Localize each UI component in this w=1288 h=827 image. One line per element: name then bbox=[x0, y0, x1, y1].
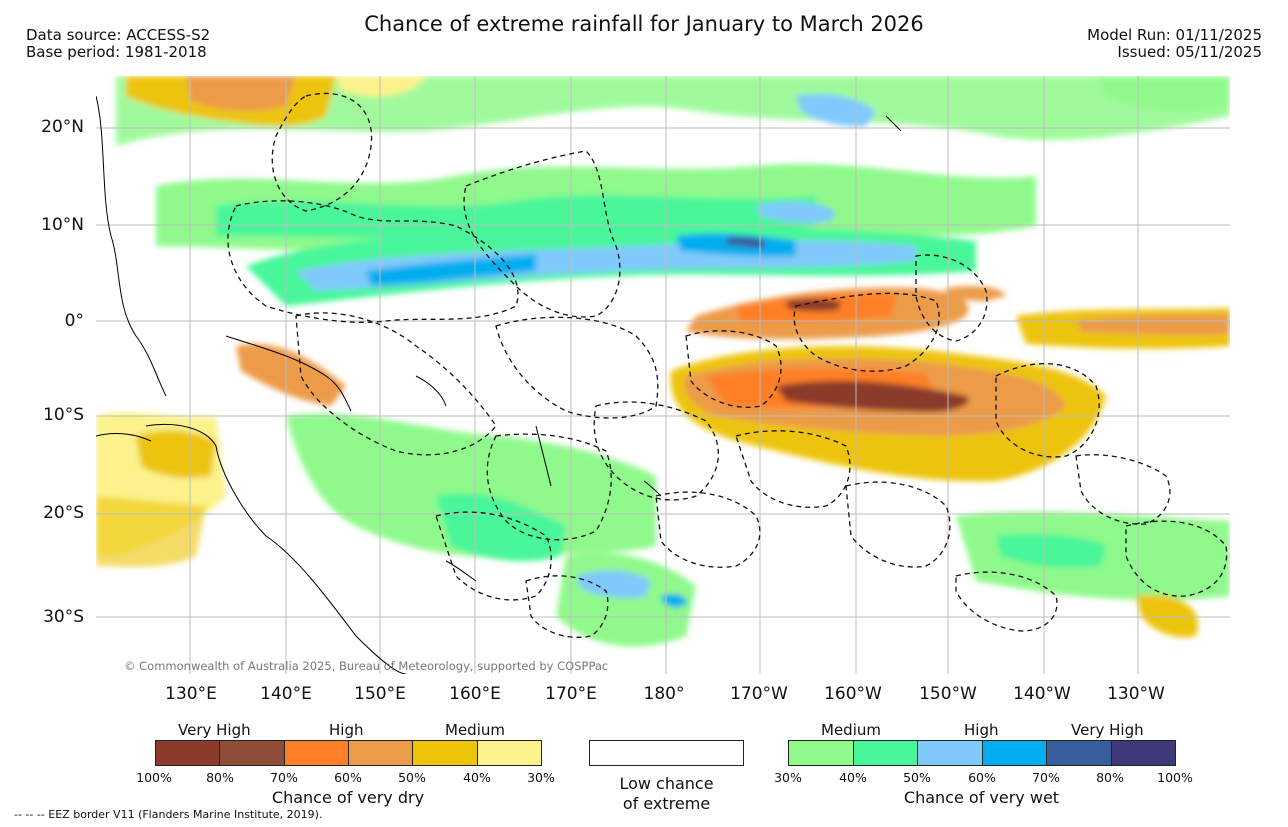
base-period: Base period: 1981-2018 bbox=[26, 43, 207, 61]
dry-swatch bbox=[155, 740, 221, 766]
wet-tick: 50% bbox=[903, 770, 931, 785]
dry-tick: 60% bbox=[334, 770, 362, 785]
lat-label: 10°N bbox=[41, 215, 84, 235]
data-source: Data source: ACCESS-S2 bbox=[26, 26, 211, 44]
run-info: Model Run: 01/11/2025 Issued: 05/11/2025 bbox=[1087, 27, 1262, 61]
lon-label: 150°E bbox=[354, 684, 406, 704]
dry-swatch bbox=[283, 740, 349, 766]
wet-header-medium: Medium bbox=[821, 721, 881, 739]
source-info: Data source: ACCESS-S2 Base period: 1981… bbox=[26, 27, 210, 61]
rainfall-map bbox=[96, 76, 1230, 674]
map-title: Chance of extreme rainfall for January t… bbox=[364, 12, 924, 36]
lon-label: 160°W bbox=[824, 684, 882, 704]
dry-header-high: High bbox=[329, 721, 364, 739]
lon-label: 180° bbox=[643, 684, 685, 704]
wet-swatch bbox=[981, 740, 1047, 766]
dry-tick: 30% bbox=[527, 770, 555, 785]
wet-tick: 70% bbox=[1032, 770, 1060, 785]
dry-tick: 100% bbox=[136, 770, 172, 785]
dry-swatch bbox=[412, 740, 478, 766]
dry-swatch bbox=[348, 740, 414, 766]
lon-label: 150°W bbox=[919, 684, 977, 704]
lat-label: 20°S bbox=[43, 503, 84, 523]
wet-swatch bbox=[1046, 740, 1112, 766]
lon-label: 130°W bbox=[1107, 684, 1165, 704]
graticule bbox=[96, 76, 1230, 674]
wet-swatch bbox=[917, 740, 983, 766]
dry-swatch bbox=[476, 740, 542, 766]
lat-label: 20°N bbox=[41, 117, 84, 137]
wet-header-high: High bbox=[964, 721, 999, 739]
wet-caption: Chance of very wet bbox=[903, 788, 1060, 807]
wet-swatch bbox=[1110, 740, 1176, 766]
wet-tick: 40% bbox=[839, 770, 867, 785]
low-chance-line1: Low chance bbox=[619, 774, 714, 793]
lat-label: 0° bbox=[64, 311, 84, 331]
low-chance-line2: of extreme bbox=[622, 794, 711, 813]
eez-borders bbox=[227, 92, 1228, 638]
dry-tick: 40% bbox=[463, 770, 491, 785]
eez-note: -- -- -- EEZ border V11 (Flanders Marine… bbox=[14, 808, 323, 821]
model-run: Model Run: 01/11/2025 bbox=[1087, 26, 1262, 44]
map-canvas bbox=[96, 76, 1230, 674]
lon-label: 140°W bbox=[1013, 684, 1071, 704]
dry-tick: 80% bbox=[206, 770, 234, 785]
dry-tick: 50% bbox=[398, 770, 426, 785]
lat-label: 10°S bbox=[43, 405, 84, 425]
dry-tick: 70% bbox=[270, 770, 298, 785]
lat-label: 30°S bbox=[43, 607, 84, 627]
wet-header-very-high: Very High bbox=[1071, 721, 1144, 739]
lon-label: 140°E bbox=[260, 684, 312, 704]
lon-label: 130°E bbox=[165, 684, 217, 704]
low-chance-caption: Low chance of extreme bbox=[589, 774, 744, 814]
wet-tick: 30% bbox=[774, 770, 802, 785]
probability-shading bbox=[96, 76, 1230, 647]
wet-tick: 60% bbox=[968, 770, 996, 785]
dry-header-medium: Medium bbox=[445, 721, 505, 739]
dry-caption: Chance of very dry bbox=[271, 788, 425, 807]
wet-tick: 80% bbox=[1096, 770, 1124, 785]
dry-swatch bbox=[219, 740, 285, 766]
wet-tick: 100% bbox=[1157, 770, 1193, 785]
lon-label: 160°E bbox=[449, 684, 501, 704]
wet-swatch bbox=[852, 740, 918, 766]
wet-swatch bbox=[788, 740, 854, 766]
issued-date: Issued: 05/11/2025 bbox=[1117, 43, 1262, 61]
lon-label: 170°W bbox=[730, 684, 788, 704]
copyright-notice: © Commonwealth of Australia 2025, Bureau… bbox=[124, 659, 609, 673]
dry-header-very-high: Very High bbox=[178, 721, 251, 739]
low-chance-swatch bbox=[589, 740, 744, 766]
lon-label: 170°E bbox=[545, 684, 597, 704]
coastlines bbox=[96, 95, 902, 674]
